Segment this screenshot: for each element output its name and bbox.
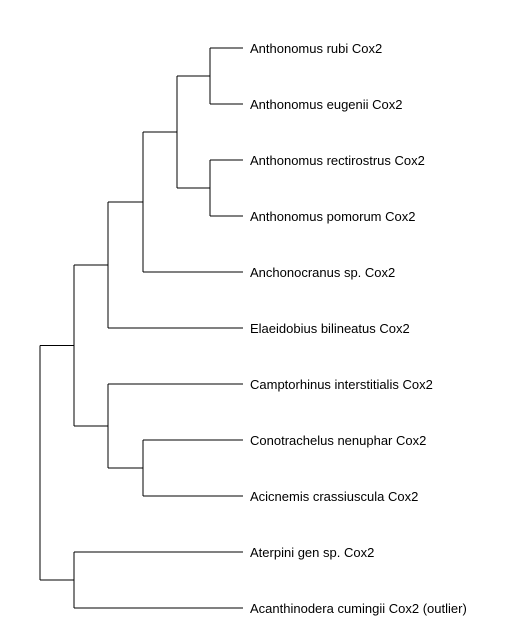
leaf-label: Conotrachelus nenuphar Cox2 [250, 433, 426, 448]
leaf-labels: Anthonomus rubi Cox2 Anthonomus eugenii C… [250, 41, 467, 616]
leaf-label: Anthonomus pomorum Cox2 [250, 209, 415, 224]
leaf-label: Aterpini gen sp. Cox2 [250, 545, 374, 560]
leaf-label: Anthonomus rectirostrus Cox2 [250, 153, 425, 168]
leaf-label: Anthonomus rubi Cox2 [250, 41, 382, 56]
leaf-label: Anthonomus eugenii Cox2 [250, 97, 403, 112]
leaf-label: Acicnemis crassiuscula Cox2 [250, 489, 418, 504]
leaf-label: Elaeidobius bilineatus Cox2 [250, 321, 410, 336]
tree-branches [39, 47, 243, 609]
leaf-label: Anchonocranus sp. Cox2 [250, 265, 395, 280]
leaf-label: Camptorhinus interstitialis Cox2 [250, 377, 433, 392]
leaf-label: Acanthinodera cumingii Cox2 (outlier) [250, 601, 467, 616]
